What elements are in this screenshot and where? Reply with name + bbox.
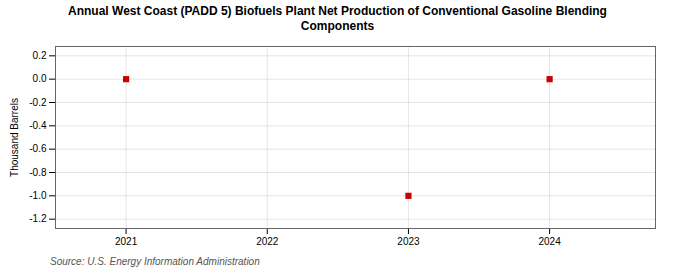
svg-text:0.0: 0.0 <box>33 73 47 84</box>
svg-text:-1.2: -1.2 <box>29 213 47 224</box>
svg-text:Thousand Barrels: Thousand Barrels <box>9 98 20 177</box>
html-text:Source: U.S. Energy Informatio: Source: U.S. Energy Information Administ… <box>50 256 260 267</box>
svg-text:-1.0: -1.0 <box>29 190 47 201</box>
svg-text:-0.4: -0.4 <box>29 120 47 131</box>
svg-text:2024: 2024 <box>538 236 561 247</box>
svg-text:-0.8: -0.8 <box>29 167 47 178</box>
svg-text:-0.6: -0.6 <box>29 143 47 154</box>
svg-text:0.2: 0.2 <box>33 50 47 61</box>
svg-text:-0.2: -0.2 <box>29 97 47 108</box>
svg-text:2023: 2023 <box>397 236 420 247</box>
html-text:Annual West Coast (PADD 5) Bio: Annual West Coast (PADD 5) Biofuels Plan… <box>68 4 607 33</box>
svg-text:2022: 2022 <box>256 236 279 247</box>
svg-text:2021: 2021 <box>115 236 138 247</box>
